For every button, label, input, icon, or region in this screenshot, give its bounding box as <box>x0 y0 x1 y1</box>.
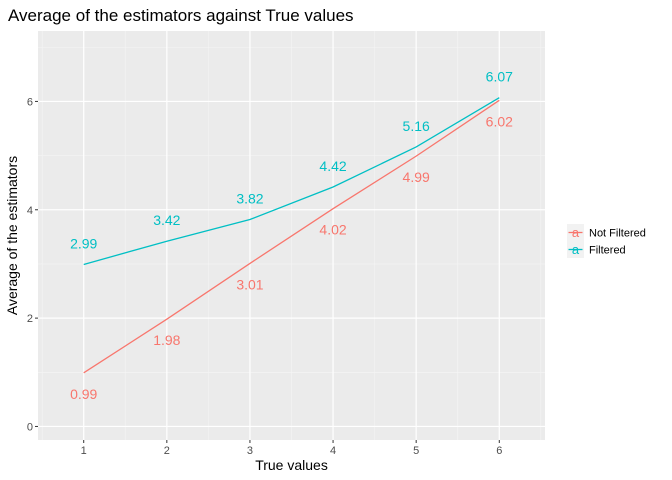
series-line-not-filtered <box>83 99 500 374</box>
data-label-not-filtered: 4.99 <box>403 169 430 185</box>
data-labels: 0.99 1.98 3.01 4.02 4.99 6.02 2.99 3.42 3.82 4.42… <box>70 69 513 402</box>
data-label-filtered: 4.42 <box>319 158 346 174</box>
chart-title: Average of the estimators against True v… <box>8 6 354 25</box>
data-label-not-filtered: 0.99 <box>70 386 97 402</box>
y-tick-label: 0 <box>27 421 33 433</box>
x-tick-label: 6 <box>496 445 502 457</box>
series-line-filtered <box>83 97 500 266</box>
data-label-filtered: 3.82 <box>236 191 263 207</box>
x-tick-label: 1 <box>81 445 87 457</box>
y-tick-label: 4 <box>27 205 33 217</box>
legend-label: Not Filtered <box>589 228 646 240</box>
x-axis-ticks: 1 2 3 4 5 6 <box>81 440 502 457</box>
x-tick-label: 5 <box>413 445 419 457</box>
series-lines <box>83 97 500 374</box>
data-label-filtered: 6.07 <box>486 69 513 85</box>
data-label-filtered: 5.16 <box>403 118 430 134</box>
y-tick-label: 6 <box>27 96 33 108</box>
data-label-not-filtered: 4.02 <box>319 222 346 238</box>
legend-label: Filtered <box>589 245 626 257</box>
x-tick-label: 3 <box>247 445 253 457</box>
data-label-filtered: 2.99 <box>70 235 97 251</box>
data-label-not-filtered: 6.02 <box>486 113 513 129</box>
y-axis-title: Average of the estimators <box>4 156 20 315</box>
data-label-not-filtered: 1.98 <box>153 332 180 348</box>
data-label-filtered: 3.42 <box>153 212 180 228</box>
x-tick-label: 2 <box>164 445 170 457</box>
data-label-not-filtered: 3.01 <box>236 276 263 292</box>
y-axis-ticks: 0 2 4 6 <box>27 96 38 433</box>
grid-minor <box>38 31 545 440</box>
x-axis-title: True values <box>255 457 328 473</box>
y-tick-label: 2 <box>27 313 33 325</box>
x-tick-label: 4 <box>330 445 336 457</box>
grid-major <box>38 31 545 440</box>
